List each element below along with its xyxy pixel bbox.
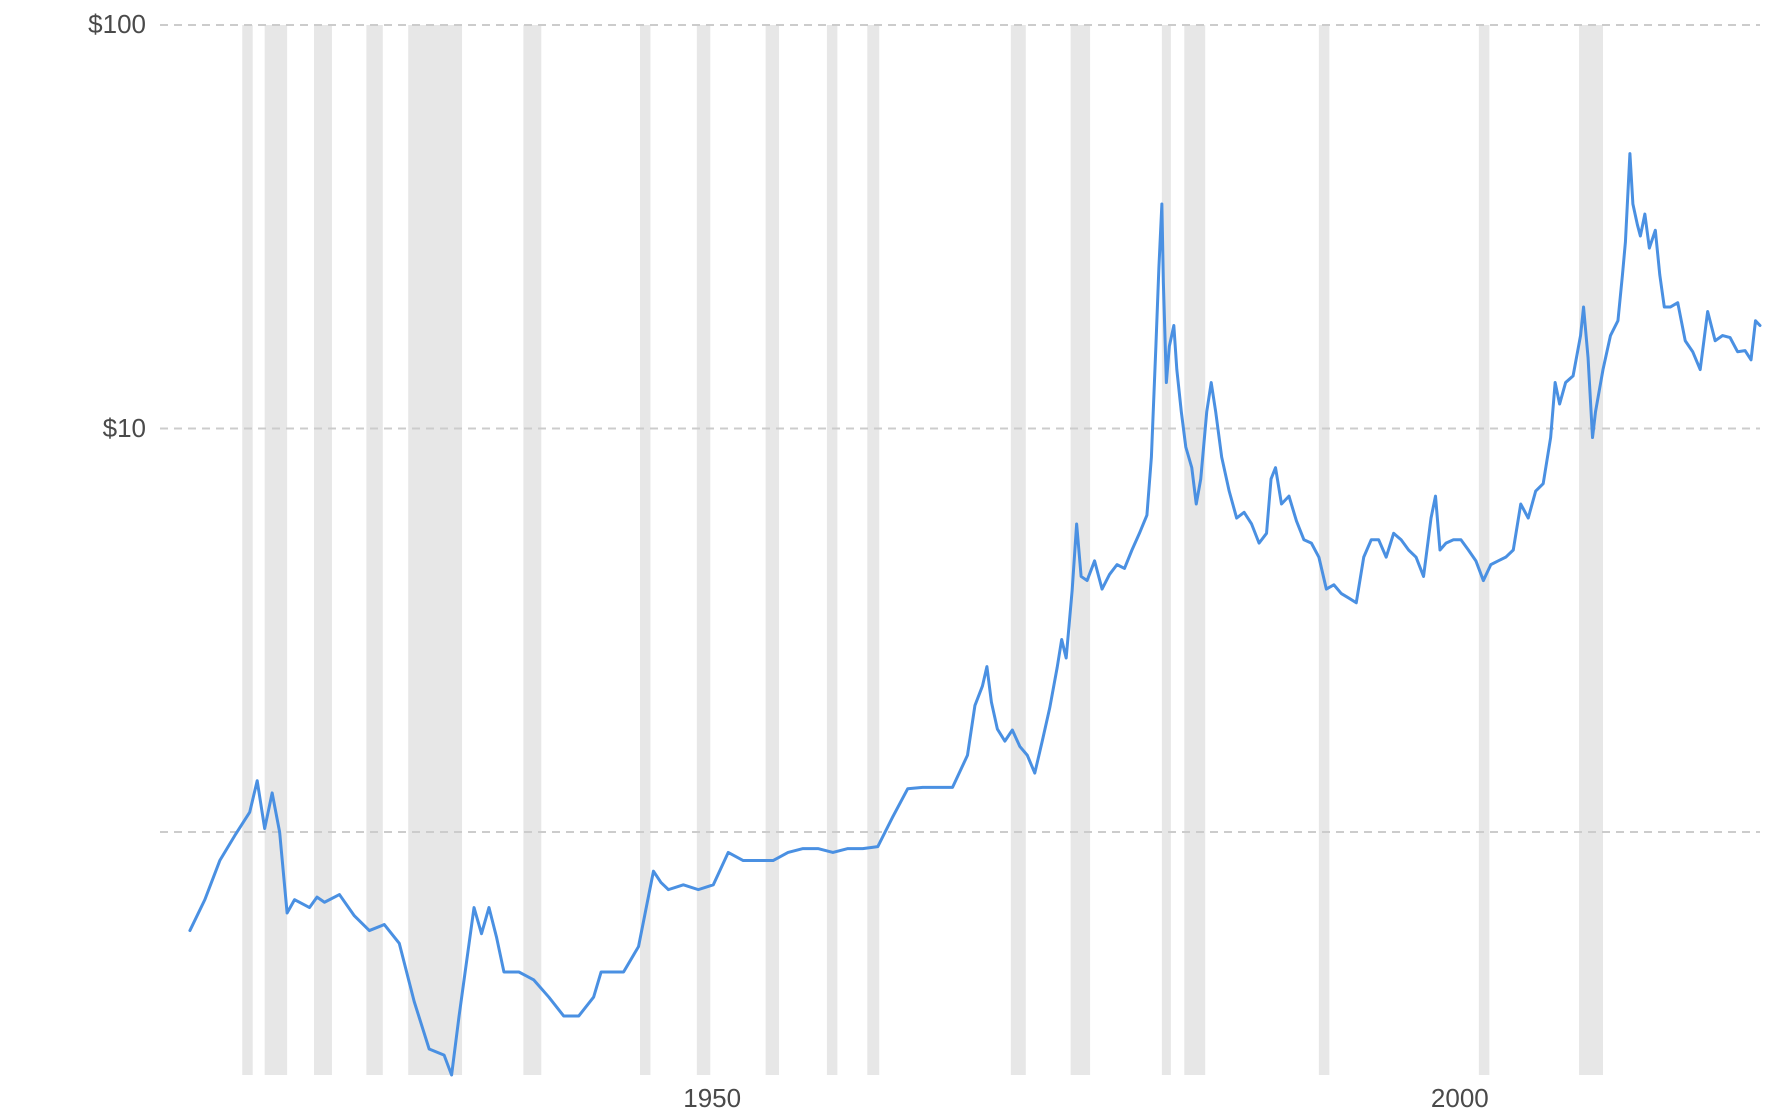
y-axis-tick-label: $10 xyxy=(103,413,146,444)
recession-band xyxy=(314,25,332,1075)
recession-band xyxy=(1162,25,1171,1075)
recession-band xyxy=(366,25,382,1075)
recession-band xyxy=(697,25,710,1075)
price-chart: $10 $100 1950 2000 xyxy=(0,0,1776,1120)
recession-band xyxy=(1479,25,1489,1075)
chart-svg xyxy=(0,0,1776,1120)
x-axis-tick-label: 2000 xyxy=(1431,1083,1489,1114)
recession-band xyxy=(265,25,287,1075)
recession-band xyxy=(1184,25,1205,1075)
recession-band xyxy=(766,25,779,1075)
recession-band xyxy=(1579,25,1603,1075)
y-axis-tick-label: $100 xyxy=(88,9,146,40)
recession-band xyxy=(867,25,879,1075)
recession-band xyxy=(827,25,837,1075)
x-axis-tick-label: 1950 xyxy=(683,1083,741,1114)
recession-band xyxy=(1011,25,1026,1075)
recession-band xyxy=(1319,25,1329,1075)
recession-band xyxy=(408,25,462,1075)
recession-band xyxy=(523,25,541,1075)
recession-band xyxy=(242,25,252,1075)
